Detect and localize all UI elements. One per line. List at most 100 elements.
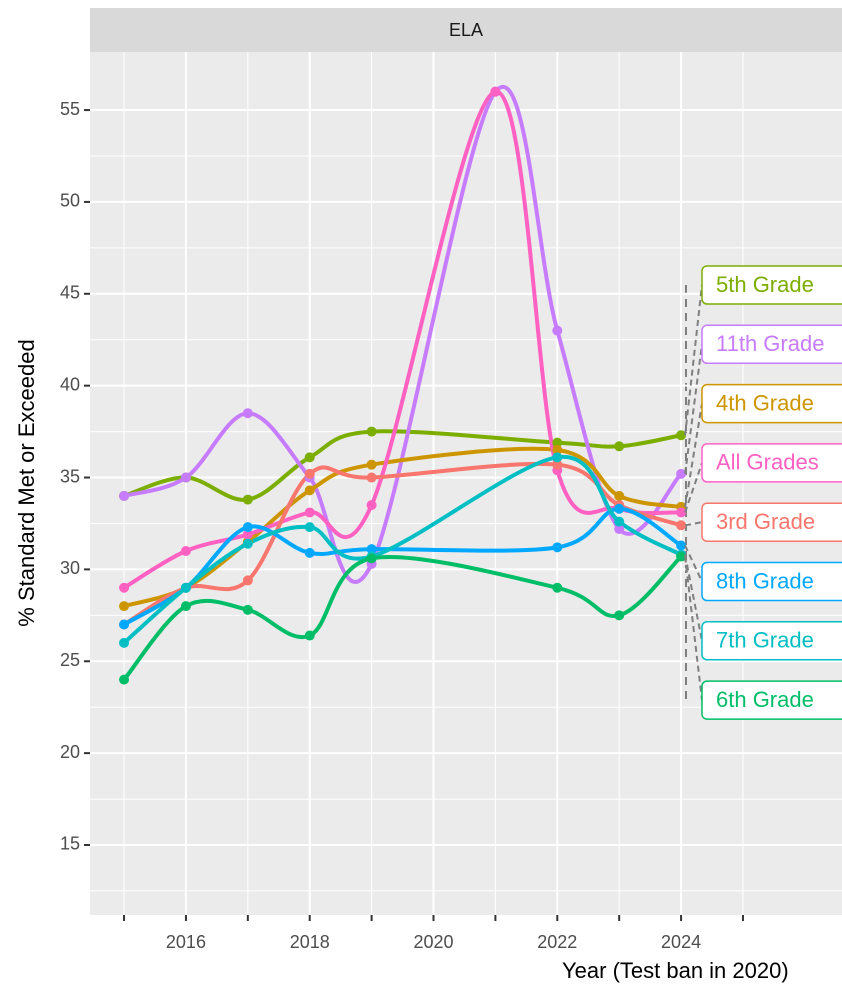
x-tick-label: 2024: [661, 932, 701, 952]
leader-line: [684, 545, 703, 582]
point: [304, 485, 315, 496]
y-tick-label: 35: [60, 466, 80, 486]
point: [552, 444, 563, 455]
point: [552, 437, 563, 448]
point: [552, 542, 563, 553]
point: [614, 516, 625, 527]
point: [119, 490, 130, 501]
series-line: [123, 89, 682, 590]
point: [242, 575, 253, 586]
series-line: [122, 455, 683, 645]
point: [119, 601, 130, 612]
point: [242, 494, 253, 505]
strip: [90, 8, 842, 52]
legend-label: 8th Grade: [716, 568, 814, 593]
point: [242, 408, 253, 419]
point: [304, 507, 315, 518]
legend-label: All Grades: [716, 450, 819, 475]
y-tick-label: 45: [60, 283, 80, 303]
point: [676, 507, 687, 518]
y-tick-label: 40: [60, 374, 80, 394]
x-tick-label: 2022: [537, 932, 577, 952]
series-line: [123, 85, 683, 584]
y-tick-label: 20: [60, 742, 80, 762]
legend-label: 4th Grade: [716, 390, 814, 415]
point: [366, 472, 377, 483]
leader-line: [684, 554, 703, 641]
point: [242, 522, 253, 533]
legend-box: [701, 383, 842, 424]
point: [614, 490, 625, 501]
point: [304, 522, 315, 533]
y-axis-label: % Standard Met or Exceeded: [14, 339, 39, 626]
leader-line: [684, 403, 703, 508]
point: [366, 553, 377, 564]
point: [490, 86, 501, 97]
point: [676, 551, 687, 562]
x-axis-label: Year (Test ban in 2020): [562, 958, 789, 983]
point: [366, 459, 377, 470]
legend-label: 11th Grade: [716, 331, 824, 356]
point: [180, 546, 191, 557]
point: [366, 544, 377, 555]
point: [366, 500, 377, 511]
point: [119, 582, 130, 593]
leader-line: [684, 521, 703, 527]
legend-label: 7th Grade: [716, 628, 814, 653]
point: [304, 630, 315, 641]
y-tick-label: 30: [60, 558, 80, 578]
x-tick-label: 2020: [413, 932, 453, 952]
point: [552, 459, 563, 470]
x-tick-label: 2016: [166, 932, 206, 952]
point: [304, 452, 315, 463]
y-tick-label: 50: [60, 191, 80, 211]
x-tick-label: 2018: [290, 932, 330, 952]
y-tick-label: 25: [60, 650, 80, 670]
legend-box: [701, 561, 842, 602]
panel: [90, 52, 842, 915]
legend-box: [701, 621, 842, 661]
legend-box: [701, 443, 842, 483]
legend-label: 3rd Grade: [716, 509, 815, 534]
leader-line: [684, 462, 703, 513]
y-tick-label: 15: [60, 834, 80, 854]
legend-box: [701, 265, 842, 305]
strip-label: ELA: [449, 20, 483, 40]
point: [614, 523, 625, 534]
point: [676, 430, 687, 441]
point: [614, 610, 625, 621]
point: [242, 538, 253, 549]
point: [304, 547, 315, 558]
point: [676, 468, 687, 479]
point: [119, 637, 130, 648]
point: [119, 619, 130, 630]
point: [552, 452, 563, 463]
point: [366, 426, 377, 437]
leader-line: [684, 284, 703, 436]
series-line: [123, 461, 682, 627]
point: [676, 520, 687, 531]
leader-line: [684, 344, 703, 474]
point: [180, 582, 191, 593]
point: [304, 468, 315, 479]
point: [552, 582, 563, 593]
series-line: [123, 446, 682, 609]
y-tick-label: 55: [60, 99, 80, 119]
legend-label: 6th Grade: [716, 687, 814, 712]
point: [180, 601, 191, 612]
point: [614, 503, 625, 514]
point: [242, 529, 253, 540]
leader-line: [684, 556, 703, 701]
point: [614, 441, 625, 452]
point: [552, 325, 563, 336]
legend-label: 5th Grade: [716, 272, 814, 297]
point: [180, 472, 191, 483]
point: [119, 674, 130, 685]
series-line: [122, 554, 683, 681]
point: [676, 540, 687, 551]
legend-box: [701, 680, 842, 720]
legend-box: [701, 324, 842, 365]
legend-box: [701, 502, 842, 542]
series-line: [123, 429, 682, 502]
